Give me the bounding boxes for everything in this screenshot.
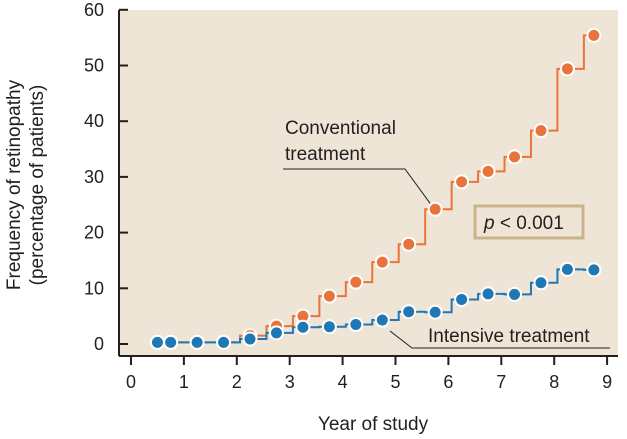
- x-tick-label: 1: [179, 372, 189, 392]
- data-point: [427, 304, 443, 320]
- p-value-box: [473, 204, 585, 240]
- data-point: [454, 174, 470, 190]
- data-point: [559, 261, 575, 277]
- data-point: [295, 319, 311, 335]
- y-tick-label: 50: [84, 56, 104, 76]
- x-tick-label: 6: [443, 372, 453, 392]
- axes: 0 10 20 30 40 50 60 0 1 2 3 4 5 6 7 8 9: [84, 0, 618, 392]
- data-point: [480, 286, 496, 302]
- data-point: [189, 334, 205, 350]
- x-axis-title: Year of study: [318, 414, 429, 435]
- intensive-leader-line: [389, 330, 610, 349]
- data-point: [480, 163, 496, 179]
- x-tick-label: 9: [602, 372, 612, 392]
- p-value-italic-p: p: [483, 213, 495, 234]
- y-tick-label: 0: [94, 334, 104, 354]
- data-point: [586, 262, 602, 278]
- data-point: [454, 291, 470, 307]
- data-point: [533, 123, 549, 139]
- series-layer: [149, 27, 602, 350]
- intensive-label: Intensive treatment: [428, 326, 590, 347]
- y-tick-label: 20: [84, 223, 104, 243]
- x-tick-label: 4: [338, 372, 348, 392]
- labels: Year of study Frequency of retinopathy (pe…: [4, 79, 590, 435]
- x-tick-label: 2: [232, 372, 242, 392]
- y-tick-label: 40: [84, 111, 104, 131]
- data-point: [348, 274, 364, 290]
- data-point: [374, 254, 390, 270]
- data-point: [268, 325, 284, 341]
- data-point: [401, 236, 417, 252]
- data-point: [242, 331, 258, 347]
- data-point: [374, 312, 390, 328]
- data-point: [427, 201, 443, 217]
- plot-background: [119, 10, 618, 356]
- y-tick-label: 10: [84, 278, 104, 298]
- data-point: [216, 334, 232, 350]
- x-tick-label: 7: [496, 372, 506, 392]
- data-point: [586, 27, 602, 43]
- data-point: [507, 286, 523, 302]
- x-tick-label: 3: [285, 372, 295, 392]
- data-point: [149, 334, 165, 350]
- series-intensive: [149, 261, 602, 350]
- conventional-leader-line: [283, 168, 433, 207]
- data-point: [321, 319, 337, 335]
- data-point: [348, 317, 364, 333]
- data-point: [533, 275, 549, 291]
- data-point: [321, 288, 337, 304]
- x-tick-label: 8: [549, 372, 559, 392]
- data-point: [401, 304, 417, 320]
- conventional-label: Conventional: [285, 118, 396, 139]
- data-point: [507, 149, 523, 165]
- y-tick-label: 60: [84, 0, 104, 20]
- p-value-rest: < 0.001: [495, 213, 564, 234]
- x-tick-label: 0: [126, 372, 136, 392]
- y-axis-title: Frequency of retinopathy: [4, 79, 25, 290]
- p-value-text: p < 0.001: [483, 213, 564, 234]
- data-point: [163, 334, 179, 350]
- data-point: [559, 61, 575, 77]
- leader-lines: [283, 168, 610, 349]
- x-tick-label: 5: [390, 372, 400, 392]
- y-tick-label: 30: [84, 167, 104, 187]
- y-axis-title-line2: (percentage of patients): [27, 85, 48, 286]
- conventional-label-line2: treatment: [285, 144, 366, 165]
